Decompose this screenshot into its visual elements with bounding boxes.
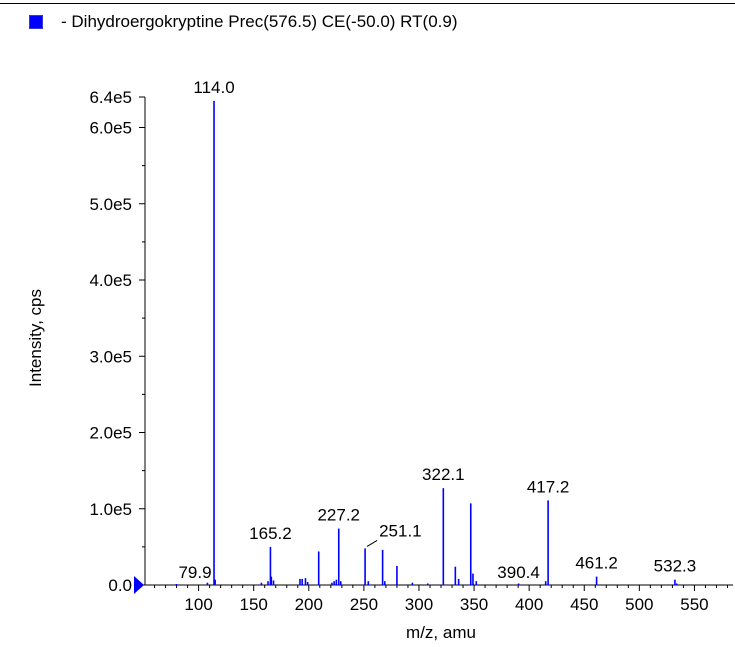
peak-label: 251.1 <box>379 521 422 540</box>
peak-label: 79.9 <box>178 563 211 582</box>
y-tick-label: 6.4e5 <box>89 88 132 107</box>
y-tick-label: 4.0e5 <box>89 271 132 290</box>
x-tick-label: 550 <box>680 595 708 614</box>
peak-label-leader <box>366 539 378 547</box>
x-tick-label: 100 <box>184 595 212 614</box>
y-tick-label: 1.0e5 <box>89 500 132 519</box>
peak-label: 461.2 <box>575 554 618 573</box>
peaks <box>175 100 678 585</box>
y-tick-label: 0.0 <box>108 576 132 595</box>
peak-label: 165.2 <box>249 524 292 543</box>
y-axis-label: Intensity, cps <box>26 289 45 387</box>
x-tick-label: 450 <box>570 595 598 614</box>
peak-label: 227.2 <box>317 506 360 525</box>
legend: - Dihydroergokryptine Prec(576.5) CE(-50… <box>29 12 458 32</box>
x-tick-label: 300 <box>405 595 433 614</box>
y-tick-label: 6.0e5 <box>89 119 132 138</box>
x-tick-label: 400 <box>515 595 543 614</box>
y-tick-label: 5.0e5 <box>89 195 132 214</box>
axes: 0.0 1.0e5 2.0e5 3.0e5 4.0e5 5.0e5 6.0e5 6.4e5 10… <box>89 88 733 614</box>
x-tick-label: 250 <box>350 595 378 614</box>
legend-swatch <box>29 15 43 29</box>
peak-label: 114.0 <box>193 78 234 97</box>
x-tick-label: 350 <box>460 595 488 614</box>
peak-labels: 79.9 114.0 165.2 227.2 251.1 322.1 390.4 417.2 4… <box>178 78 696 582</box>
x-tick-label: 200 <box>295 595 323 614</box>
x-tick-label: 150 <box>240 595 268 614</box>
x-axis-label: m/z, amu <box>406 623 476 642</box>
peak-label: 322.1 <box>422 465 465 484</box>
peak-label: 532.3 <box>654 557 697 576</box>
legend-label: - Dihydroergokryptine Prec(576.5) CE(-50… <box>61 12 458 31</box>
zero-marker <box>134 576 144 594</box>
x-tick-label: 500 <box>625 595 653 614</box>
peak-label: 390.4 <box>497 563 540 582</box>
y-tick-label: 2.0e5 <box>89 424 132 443</box>
peak-label: 417.2 <box>527 477 570 496</box>
y-tick-label: 3.0e5 <box>89 347 132 366</box>
top-border-line <box>0 3 735 4</box>
